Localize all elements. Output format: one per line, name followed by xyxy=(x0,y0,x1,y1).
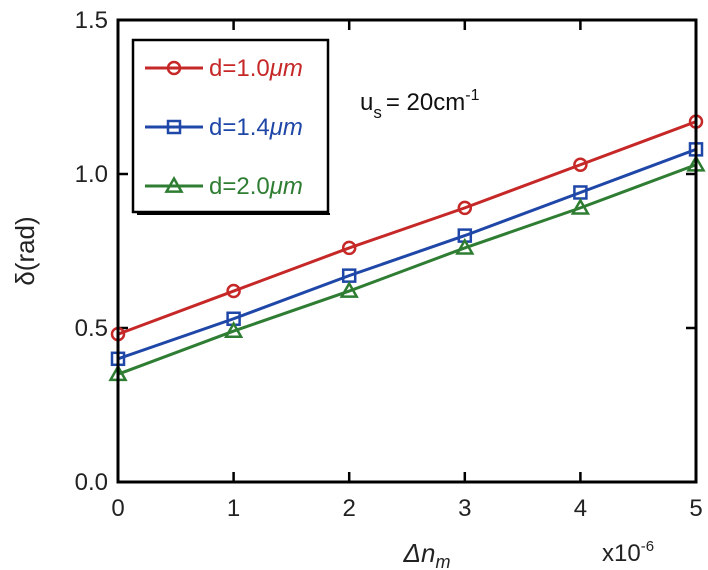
series-line xyxy=(117,147,697,361)
x-axis-multiplier: x10-6 xyxy=(602,538,654,567)
annotation-text: = 20cm xyxy=(386,89,465,116)
x-tick-label: 0 xyxy=(111,495,124,522)
data-point xyxy=(570,197,591,215)
annotation-exponent: -1 xyxy=(465,87,479,104)
x-axis-label-main: Δn xyxy=(403,538,436,568)
legend-label: d=2.0μm xyxy=(209,173,303,200)
annotation-base: u xyxy=(360,89,373,116)
x-multiplier-base: x10 xyxy=(602,540,641,567)
x-tick-label: 3 xyxy=(458,495,471,522)
x-tick-label: 1 xyxy=(227,495,240,522)
data-point xyxy=(223,321,244,338)
legend: d=1.0μm d=1.4μm d=2.0μm xyxy=(131,38,330,215)
x-multiplier-exponent: -6 xyxy=(641,538,654,555)
series-3 xyxy=(108,154,706,382)
data-point xyxy=(457,200,473,216)
x-tick-label: 4 xyxy=(574,495,587,522)
legend-marker xyxy=(166,119,182,135)
legend-marker xyxy=(164,175,184,193)
annotation-subscript: s xyxy=(373,103,382,122)
x-axis-label: Δnm xyxy=(403,538,451,570)
x-tick-label: 2 xyxy=(343,495,356,522)
y-tick-label: 0.5 xyxy=(75,315,108,342)
y-tick-label: 0.0 xyxy=(75,469,108,496)
legend-label: d=1.0μm xyxy=(209,55,303,82)
data-point xyxy=(226,283,241,299)
y-tick-label: 1.0 xyxy=(75,161,108,188)
y-tick-label: 1.5 xyxy=(75,7,108,34)
series-line xyxy=(117,163,697,376)
x-tick-label: 5 xyxy=(689,495,702,522)
series-line xyxy=(117,120,697,336)
data-point xyxy=(455,237,475,255)
data-point xyxy=(339,281,359,298)
x-axis-label-subscript: m xyxy=(435,552,450,570)
annotation-us: us = 20cm-1 xyxy=(360,87,480,122)
legend-label: d=1.4μm xyxy=(209,114,303,141)
series-layer xyxy=(108,114,706,382)
legend-marker xyxy=(166,60,182,76)
plot-frame xyxy=(116,18,698,484)
data-point xyxy=(341,240,357,256)
data-point xyxy=(573,157,588,173)
y-axis-label: δ(rad) xyxy=(10,216,40,285)
